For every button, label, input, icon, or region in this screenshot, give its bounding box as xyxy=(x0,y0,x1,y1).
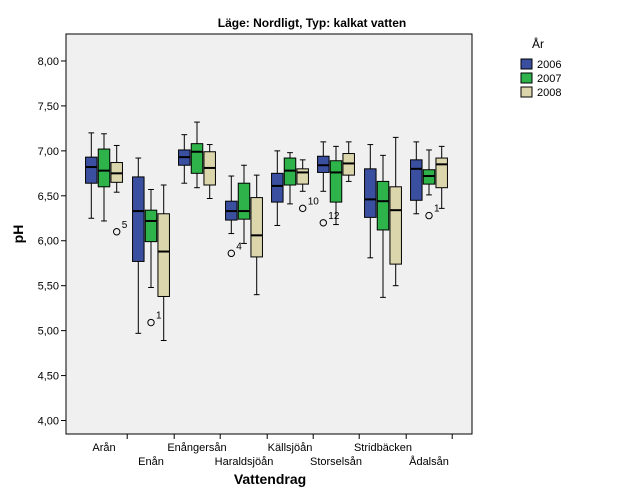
legend-label-2008: 2008 xyxy=(537,87,561,99)
x-tick-label: Arån xyxy=(92,442,115,454)
outlier-point xyxy=(147,318,155,327)
y-ticks: 4,00 4,50 5,00 5,50 6,00 6,50 7,00 7,50 8,00 xyxy=(38,56,66,428)
box-iqr xyxy=(271,172,284,203)
outlier-label: 5 xyxy=(122,220,128,231)
box-iqr xyxy=(364,168,377,218)
box-2008-2 xyxy=(157,184,170,342)
y-tick-label: 4,00 xyxy=(38,416,59,428)
box-2008-3 xyxy=(203,144,216,199)
box-iqr xyxy=(237,182,251,220)
outlier-point xyxy=(299,204,307,213)
legend: År 2006 2007 2008 xyxy=(520,36,561,99)
box-2006-6 xyxy=(317,141,330,192)
box-2007-6 xyxy=(329,145,343,226)
box-iqr xyxy=(376,180,390,231)
y-tick-label: 4,50 xyxy=(38,371,59,383)
outlier-label: 1 xyxy=(156,311,162,322)
x-tick-label: Enån xyxy=(138,456,164,468)
outlier-point xyxy=(113,228,121,236)
outlier-point xyxy=(425,211,433,220)
y-tick-label: 7,50 xyxy=(38,101,59,113)
box-2007-4 xyxy=(237,164,251,244)
x-tick-label: Enångersån xyxy=(167,442,226,454)
box-2008-4 xyxy=(250,174,263,296)
box-2007-2 xyxy=(144,189,158,288)
legend-label-2006: 2006 xyxy=(537,59,561,71)
outlier-point xyxy=(319,219,327,227)
x-tick-label: Storselsån xyxy=(310,456,362,468)
box-iqr xyxy=(144,209,158,243)
y-tick-label: 6,00 xyxy=(38,236,59,248)
box-iqr xyxy=(435,157,448,189)
box-2006-5 xyxy=(271,150,284,226)
boxes xyxy=(85,121,448,342)
x-tick-label: Stridbäcken xyxy=(354,442,412,454)
box-2006-7 xyxy=(364,144,377,259)
y-tick-label: 5,00 xyxy=(38,326,59,338)
box-2006-2 xyxy=(132,157,145,334)
y-tick-label: 6,50 xyxy=(38,191,59,203)
box-2008-6 xyxy=(342,141,355,182)
box-2008-5 xyxy=(296,159,309,192)
box-2007-3 xyxy=(190,121,204,189)
y-axis-title: pH xyxy=(10,225,26,244)
legend-label-2007: 2007 xyxy=(537,73,561,85)
box-2007-7 xyxy=(376,154,390,298)
box-iqr xyxy=(250,197,263,258)
box-iqr xyxy=(190,143,204,174)
box-2006-4 xyxy=(225,175,238,235)
box-iqr xyxy=(97,148,111,188)
outlier-label: 4 xyxy=(236,241,242,252)
legend-swatch-2008 xyxy=(520,86,533,98)
box-iqr xyxy=(85,156,98,184)
x-axis-title: Vattendrag xyxy=(234,471,306,487)
box-2007-1 xyxy=(97,133,111,222)
box-iqr xyxy=(157,213,170,297)
box-iqr xyxy=(296,168,309,185)
plot-area xyxy=(65,33,473,435)
y-tick-label: 7,00 xyxy=(38,146,59,158)
box-2008-7 xyxy=(389,136,402,287)
box-2006-8 xyxy=(410,141,423,215)
legend-swatch-2007 xyxy=(520,72,533,84)
y-tick-label: 5,50 xyxy=(38,281,59,293)
box-2007-5 xyxy=(283,152,297,205)
legend-swatch-2006 xyxy=(520,58,533,70)
chart-title: Läge: Nordligt, Typ: kalkat vatten xyxy=(218,16,406,30)
box-iqr xyxy=(389,186,402,265)
box-iqr xyxy=(410,159,423,201)
outliers: 5 1 4 10 12 1 xyxy=(113,196,440,327)
legend-title: År xyxy=(532,36,544,51)
outlier-point xyxy=(227,249,236,258)
outlier-label: 10 xyxy=(308,196,320,207)
box-iqr xyxy=(329,160,343,203)
x-tick-label: Ådalsån xyxy=(409,455,449,468)
x-tick-label: Haraldsjöån xyxy=(215,456,274,468)
outlier-label: 1 xyxy=(434,204,440,215)
box-iqr xyxy=(132,176,145,262)
x-tick-label: Källsjöån xyxy=(268,442,313,454)
y-tick-label: 8,00 xyxy=(38,56,59,68)
box-2007-8 xyxy=(422,149,436,196)
box-2008-8 xyxy=(435,145,448,209)
outlier-label: 12 xyxy=(328,211,340,222)
box-2006-1 xyxy=(85,132,98,219)
box-2006-3 xyxy=(178,134,191,184)
box-2008-1 xyxy=(110,144,123,193)
